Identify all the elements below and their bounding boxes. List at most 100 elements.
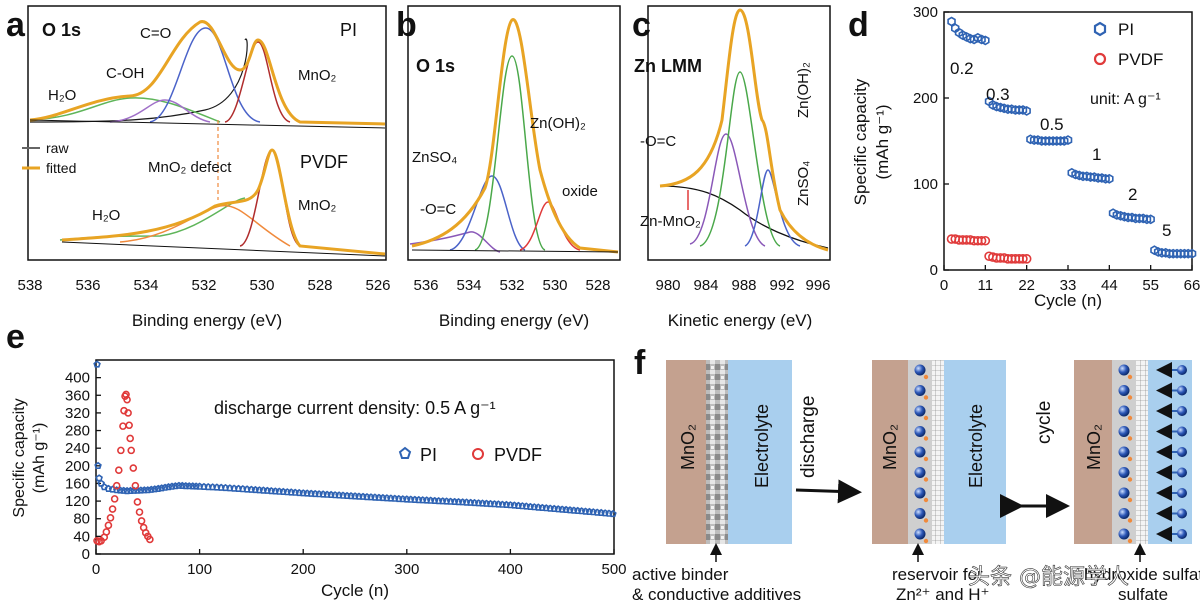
f-cell-discharged: MnO₂ Electrolyte [872,360,1006,544]
a-xtick: 536 [75,277,100,294]
ion-ball [1118,385,1130,396]
panel-label-d: d [848,6,869,44]
point-pi [1138,213,1148,224]
f-binder-layer [706,360,730,544]
point-pi [1014,105,1024,115]
a-bot-baseline [61,241,386,257]
point-pvdf [124,409,132,417]
ion-ball [914,467,926,478]
panel-label-f: f [634,344,646,382]
a-label-co: C=O [140,25,171,42]
b-oxide-peak [519,201,581,251]
point-pi [1007,104,1016,115]
e-legend-pi-marker [398,446,412,459]
ytick-label: 400 [65,370,90,387]
point-pi [171,482,180,490]
point-pvdf [137,517,146,525]
point-pi [1033,135,1043,146]
panel-c-frame [647,5,831,261]
a-xtick: 526 [365,277,390,294]
point-pi [1105,173,1114,184]
xtick-label: 11 [978,277,994,294]
e-legend-pvdf: PVDF [494,445,542,465]
f-electrolyte-block [728,360,792,544]
e-legend-pi: PI [420,445,437,465]
panel-label-c: c [632,6,651,44]
f-mno2-block [872,360,912,544]
a-top-h2o-peak [29,97,221,123]
proton-dot [923,518,929,523]
c-label-znoh: Zn(OH)₂ [795,62,812,118]
point-pi [1097,173,1107,183]
a-label-defect: MnO₂ defect [148,159,232,176]
ytick-label: 360 [65,387,90,404]
ion-ball [1177,365,1187,375]
ion-ball [1118,508,1130,519]
ytick-label: 240 [65,440,90,457]
panel-b-frame [407,5,621,261]
point-pi [1018,105,1028,115]
f-ion-balls [1118,362,1187,544]
point-pi [1135,213,1144,224]
c-znso4-peak [744,169,801,247]
legend-fitted-label: fitted [46,160,76,176]
b-znso4-peak [449,175,526,251]
point-pvdf [980,235,991,246]
ion-ball [1118,467,1130,478]
f-mno2-block [666,360,712,544]
a-xaxis: 538 536 534 532 530 528 526 Binding ener… [17,277,390,330]
xtick-label: 400 [498,561,523,578]
d-legend-pvdf-marker [1093,52,1107,66]
panel-a: a O 1s PI PVDF raw fitted H₂O C-OH C=O M… [6,5,391,330]
ytick-label: 0 [82,546,90,563]
ytick-label: 200 [913,90,938,107]
point-pi [150,485,159,493]
proton-dot [923,436,929,441]
ion-ball [1177,447,1187,457]
c-baseline [659,185,829,249]
panel-f: f MnO₂ Electrolyte discharge MnO₂ Electr… [632,344,1200,604]
point-pi [1123,212,1133,223]
point-pi [94,461,102,470]
b-xtick: 534 [456,277,481,294]
ion-ball [1118,405,1130,417]
e-ticks: 0 100 200 300 400 500040801201602002402803203… [65,370,627,578]
proton-dot [1127,497,1133,503]
a-top-mno2-peak [224,41,291,123]
panel-b: b O 1s ZnSO₄ Zn(OH)₂ -O=C oxide 536 534 … [396,5,621,330]
c-xaxis: 980 984 988 992 996 Kinetic energy (eV) [655,277,830,330]
ytick-label: 120 [65,493,90,510]
d-legend-pi-marker [1093,21,1107,37]
a-top-co-peak [149,27,261,123]
e-xlabel: Cycle (n) [321,581,389,600]
point-pi [1093,173,1103,183]
point-pi [1029,135,1039,146]
d-legend-pi: PI [1118,20,1134,39]
b-xtick: 528 [585,277,610,294]
ion-ball [914,446,926,458]
ion-ball [1177,529,1187,539]
b-fitted [411,18,619,254]
panel-label-a: a [6,6,26,44]
panel-a-bottom-label: PVDF [300,152,348,172]
panel-label-e: e [6,318,25,356]
a-label-h2o-bot: H₂O [92,207,120,224]
point-pi [1161,247,1170,258]
ytick-label: 200 [65,458,90,475]
point-pvdf [129,464,138,472]
panel-e: e 0 100 200 300 400 5000408012016020024028032… [6,318,627,600]
point-pi [1063,135,1073,146]
point-pi [147,485,156,493]
d-rate-label: 5 [1162,221,1171,240]
f-caption-mid-1: reservoir for [892,565,983,584]
point-pvdf [104,521,113,530]
c-label-znso4: ZnSO₄ [795,161,812,206]
a-xtick: 538 [17,277,42,294]
proton-dot [923,374,929,380]
f-sulfate-grid [932,360,944,544]
point-pi [999,103,1009,114]
ion-ball [1177,467,1187,478]
ion-ball [914,508,926,519]
f-cell-cycled: MnO₂ [1074,360,1192,544]
